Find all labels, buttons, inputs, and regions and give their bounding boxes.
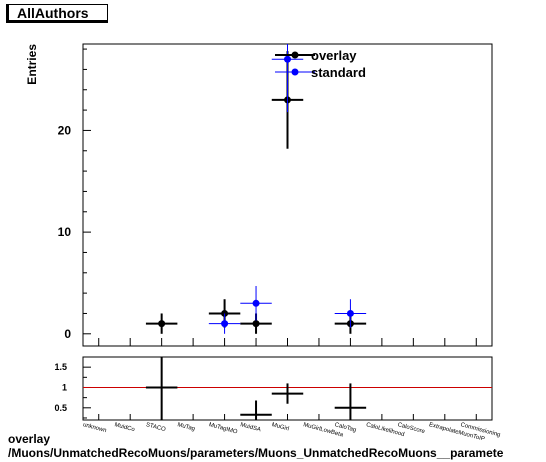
x-category-label: MuTagIMO xyxy=(208,422,238,435)
x-category-label: MuidCo xyxy=(114,422,136,433)
x-category-label: unknown xyxy=(82,422,107,434)
legend-label-overlay: overlay xyxy=(311,48,357,63)
x-category-label: MuTag xyxy=(177,422,196,432)
x-category-label: MuGirl xyxy=(271,422,290,432)
ratio-y-tick-label: 1 xyxy=(62,382,67,392)
x-category-label: MuidSA xyxy=(240,422,262,433)
caption-line-1: overlay xyxy=(8,432,51,446)
data-point-overlay xyxy=(158,320,166,328)
data-point-standard xyxy=(221,320,229,328)
title-box: AllAuthors xyxy=(6,4,108,23)
legend-marker-standard xyxy=(291,68,299,76)
chart-title: AllAuthors xyxy=(17,5,89,21)
y-tick-label: 20 xyxy=(58,123,72,137)
data-point-overlay xyxy=(252,320,260,328)
x-category-label: STACO xyxy=(145,422,166,433)
y-axis-label: Entries xyxy=(25,44,39,85)
legend-label-standard: standard xyxy=(311,65,366,80)
data-point-standard xyxy=(346,309,354,317)
y-tick-label: 0 xyxy=(64,327,71,341)
legend-marker-overlay xyxy=(291,51,299,59)
data-point-standard xyxy=(252,299,260,307)
ratio-y-tick-label: 1.5 xyxy=(54,362,67,372)
data-point-standard xyxy=(284,55,291,63)
y-tick-label: 10 xyxy=(58,225,72,239)
caption-line-2: /Muons/UnmatchedRecoMuons/parameters/Muo… xyxy=(8,446,504,460)
x-category-label: CaloTag xyxy=(334,422,357,433)
ratio-y-tick-label: 0.5 xyxy=(54,403,67,413)
